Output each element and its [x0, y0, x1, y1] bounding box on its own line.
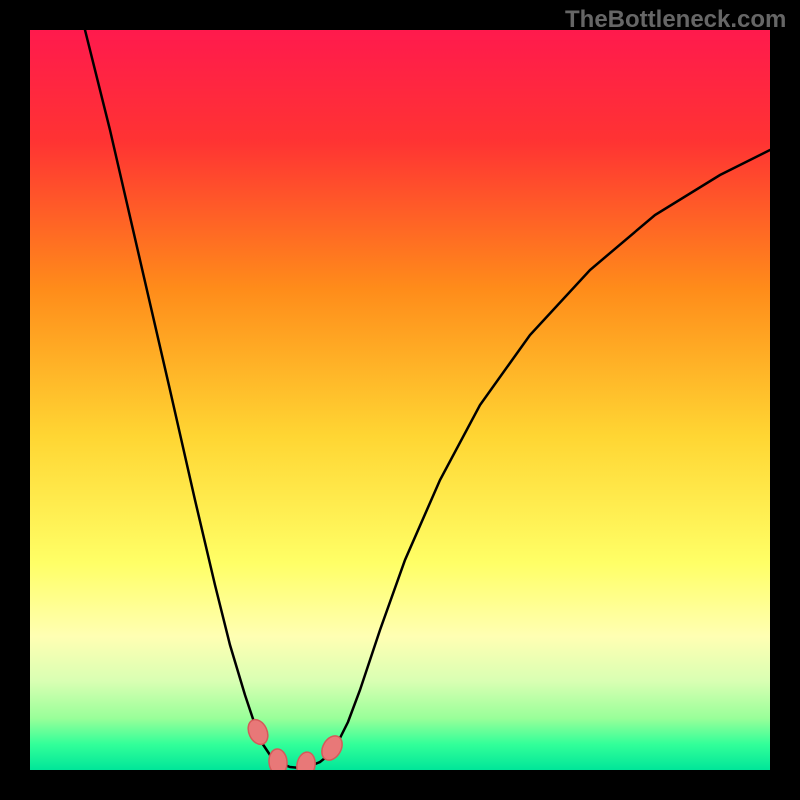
chart-svg: [30, 30, 770, 770]
plot-area: [30, 30, 770, 770]
watermark-text: TheBottleneck.com: [565, 6, 786, 34]
gradient-background: [30, 30, 770, 770]
